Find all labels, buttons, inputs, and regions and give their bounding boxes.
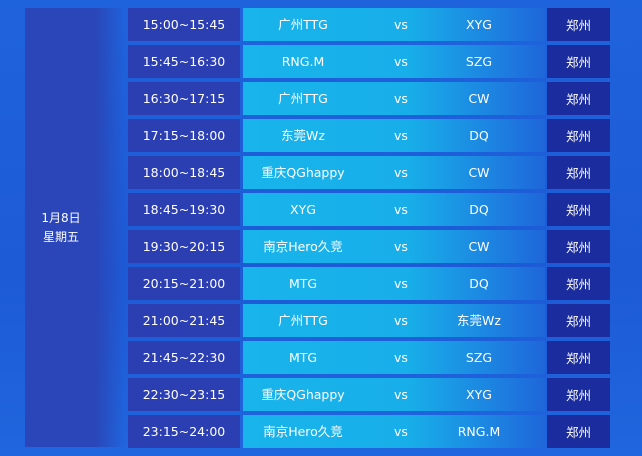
match-row: 16:30~17:15 广州TTG vs CW 郑州 bbox=[128, 82, 610, 115]
match-venue: 郑州 bbox=[547, 45, 610, 78]
away-team: XYG bbox=[466, 17, 492, 32]
match-time: 15:00~15:45 bbox=[128, 8, 240, 41]
home-team: 广州TTG bbox=[278, 91, 328, 106]
match-teams: 南京Hero久竞 vs CW bbox=[243, 230, 545, 263]
date-cell: 1月8日 星期五 bbox=[25, 8, 125, 447]
home-team: 重庆QGhappy bbox=[261, 165, 345, 180]
match-teams: MTG vs DQ bbox=[243, 267, 545, 300]
match-time: 19:30~20:15 bbox=[128, 230, 240, 263]
match-teams: 重庆QGhappy vs CW bbox=[243, 156, 545, 189]
away-team: XYG bbox=[466, 387, 492, 402]
home-team: 广州TTG bbox=[278, 313, 328, 328]
vs-label: vs bbox=[394, 17, 408, 32]
vs-label: vs bbox=[394, 387, 408, 402]
home-team: 广州TTG bbox=[278, 17, 328, 32]
match-time: 18:45~19:30 bbox=[128, 193, 240, 226]
match-time: 15:45~16:30 bbox=[128, 45, 240, 78]
home-team: MTG bbox=[288, 276, 318, 291]
match-row: 18:00~18:45 重庆QGhappy vs CW 郑州 bbox=[128, 156, 610, 189]
match-venue: 郑州 bbox=[547, 415, 610, 448]
match-teams: 广州TTG vs CW bbox=[243, 82, 545, 115]
vs-label: vs bbox=[394, 313, 408, 328]
home-team: 南京Hero久竞 bbox=[263, 239, 343, 254]
match-row: 21:00~21:45 广州TTG vs 东莞Wz 郑州 bbox=[128, 304, 610, 337]
vs-label: vs bbox=[394, 128, 408, 143]
away-team: CW bbox=[468, 91, 490, 106]
vs-label: vs bbox=[394, 54, 408, 69]
away-team: SZG bbox=[465, 350, 493, 365]
match-time: 21:45~22:30 bbox=[128, 341, 240, 374]
match-teams: RNG.M vs SZG bbox=[243, 45, 545, 78]
match-row: 15:45~16:30 RNG.M vs SZG 郑州 bbox=[128, 45, 610, 78]
match-teams: 东莞Wz vs DQ bbox=[243, 119, 545, 152]
match-teams: 广州TTG vs 东莞Wz bbox=[243, 304, 545, 337]
match-row: 21:45~22:30 MTG vs SZG 郑州 bbox=[128, 341, 610, 374]
match-venue: 郑州 bbox=[547, 193, 610, 226]
vs-label: vs bbox=[394, 165, 408, 180]
away-team: SZG bbox=[465, 54, 493, 69]
home-team: RNG.M bbox=[281, 54, 325, 69]
match-time: 23:15~24:00 bbox=[128, 415, 240, 448]
match-venue: 郑州 bbox=[547, 378, 610, 411]
vs-label: vs bbox=[394, 350, 408, 365]
home-team: MTG bbox=[288, 350, 318, 365]
away-team: CW bbox=[468, 165, 490, 180]
away-team: 东莞Wz bbox=[457, 313, 501, 328]
match-venue: 郑州 bbox=[547, 119, 610, 152]
match-row: 22:30~23:15 重庆QGhappy vs XYG 郑州 bbox=[128, 378, 610, 411]
vs-label: vs bbox=[394, 276, 408, 291]
home-team: 重庆QGhappy bbox=[261, 387, 345, 402]
match-row: 23:15~24:00 南京Hero久竞 vs RNG.M 郑州 bbox=[128, 415, 610, 448]
match-time: 22:30~23:15 bbox=[128, 378, 240, 411]
match-row: 18:45~19:30 XYG vs DQ 郑州 bbox=[128, 193, 610, 226]
match-teams: XYG vs DQ bbox=[243, 193, 545, 226]
date-day: 1月8日 bbox=[41, 210, 81, 225]
match-row: 20:15~21:00 MTG vs DQ 郑州 bbox=[128, 267, 610, 300]
home-team: 南京Hero久竞 bbox=[263, 424, 343, 439]
vs-label: vs bbox=[394, 202, 408, 217]
match-venue: 郑州 bbox=[547, 156, 610, 189]
match-venue: 郑州 bbox=[547, 230, 610, 263]
match-row: 17:15~18:00 东莞Wz vs DQ 郑州 bbox=[128, 119, 610, 152]
match-venue: 郑州 bbox=[547, 82, 610, 115]
away-team: RNG.M bbox=[457, 424, 501, 439]
match-venue: 郑州 bbox=[547, 267, 610, 300]
home-team: 东莞Wz bbox=[281, 128, 325, 143]
away-team: CW bbox=[468, 239, 490, 254]
match-row: 15:00~15:45 广州TTG vs XYG 郑州 bbox=[128, 8, 610, 41]
match-teams: 南京Hero久竞 vs RNG.M bbox=[243, 415, 545, 448]
away-team: DQ bbox=[469, 276, 489, 291]
date-weekday: 星期五 bbox=[42, 229, 79, 244]
match-venue: 郑州 bbox=[547, 341, 610, 374]
away-team: DQ bbox=[469, 128, 489, 143]
match-time: 21:00~21:45 bbox=[128, 304, 240, 337]
vs-label: vs bbox=[394, 91, 408, 106]
match-venue: 郑州 bbox=[547, 304, 610, 337]
home-team: XYG bbox=[290, 202, 316, 217]
match-time: 20:15~21:00 bbox=[128, 267, 240, 300]
vs-label: vs bbox=[394, 424, 408, 439]
match-teams: MTG vs SZG bbox=[243, 341, 545, 374]
vs-label: vs bbox=[394, 239, 408, 254]
match-time: 17:15~18:00 bbox=[128, 119, 240, 152]
match-time: 16:30~17:15 bbox=[128, 82, 240, 115]
match-teams: 广州TTG vs XYG bbox=[243, 8, 545, 41]
match-teams: 重庆QGhappy vs XYG bbox=[243, 378, 545, 411]
match-row: 19:30~20:15 南京Hero久竞 vs CW 郑州 bbox=[128, 230, 610, 263]
match-time: 18:00~18:45 bbox=[128, 156, 240, 189]
away-team: DQ bbox=[469, 202, 489, 217]
match-venue: 郑州 bbox=[547, 8, 610, 41]
